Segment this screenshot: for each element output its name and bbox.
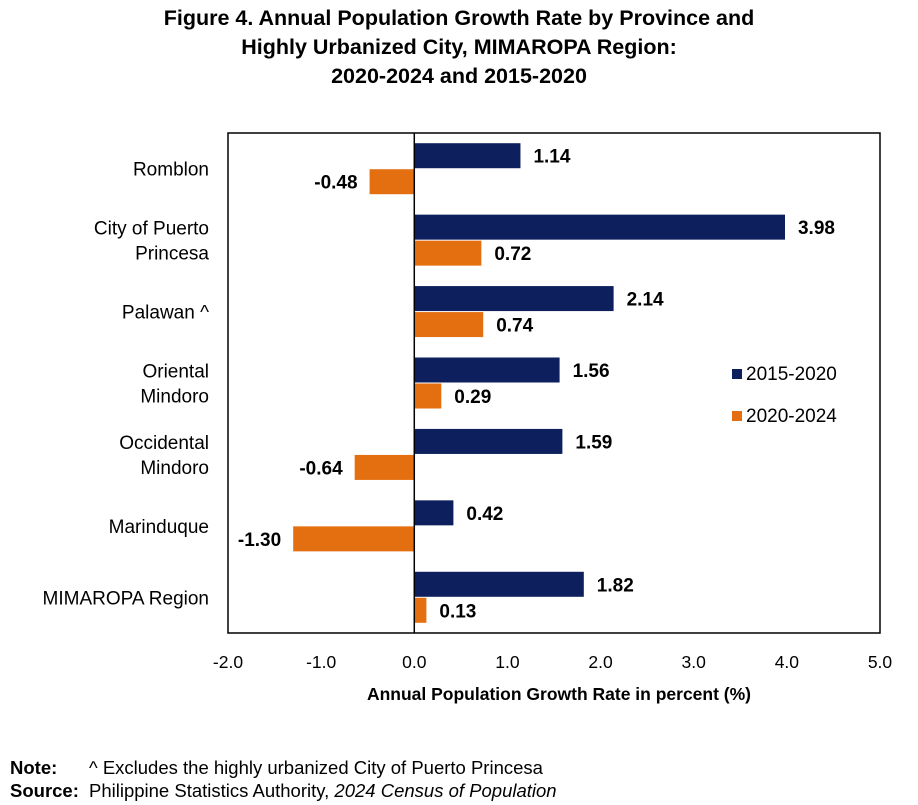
data-label-2020-2024-6: 0.13 — [439, 601, 476, 622]
data-label-2015-2020-5: 0.42 — [466, 504, 503, 525]
chart-title-line-3: 2020-2024 and 2015-2020 — [331, 64, 587, 88]
legend-swatch-2020-2024 — [732, 411, 742, 421]
data-label-2015-2020-3: 1.56 — [573, 361, 610, 382]
data-label-2015-2020-1: 3.98 — [798, 218, 835, 239]
bar-2020-2024-0 — [369, 169, 415, 195]
data-label-2020-2024-1: 0.72 — [494, 244, 531, 265]
category-label-4-0: Occidental — [119, 433, 209, 454]
bar-2020-2024-3 — [414, 383, 442, 409]
category-label-6-0: MIMAROPA Region — [43, 588, 209, 609]
chart-title-line-1: Figure 4. Annual Population Growth Rate … — [163, 6, 755, 30]
bar-2020-2024-1 — [414, 240, 482, 266]
category-label-3-0: Oriental — [142, 362, 209, 383]
category-label-5-0: Marinduque — [109, 517, 209, 538]
x-tick-label-4: 2.0 — [588, 652, 613, 672]
data-label-2020-2024-4: -0.64 — [299, 458, 343, 479]
source-row: Source: Philippine Statistics Authority, … — [10, 779, 557, 802]
category-label-2-0: Palawan ^ — [122, 303, 209, 324]
x-tick-label-6: 4.0 — [775, 652, 800, 672]
chart-notes: Note: ^ Excludes the highly urbanized Cit… — [10, 756, 557, 802]
note-row: Note: ^ Excludes the highly urbanized Cit… — [10, 756, 557, 779]
bar-2015-2020-2 — [414, 286, 614, 312]
bar-2020-2024-6 — [414, 597, 427, 623]
source-text: Philippine Statistics Authority, — [89, 780, 335, 801]
legend-label-2020-2024: 2020-2024 — [746, 406, 837, 427]
category-label-3-1: Mindoro — [140, 387, 209, 408]
bar-2015-2020-4 — [414, 428, 563, 454]
x-tick-label-5: 3.0 — [682, 652, 707, 672]
data-label-2020-2024-3: 0.29 — [454, 387, 491, 408]
data-label-2015-2020-0: 1.14 — [533, 147, 570, 168]
x-axis-title: Annual Population Growth Rate in percent… — [367, 684, 751, 704]
category-label-4-1: Mindoro — [140, 458, 209, 479]
note-label: Note: — [10, 757, 58, 778]
data-label-2020-2024-0: -0.48 — [314, 173, 357, 194]
bar-2015-2020-3 — [414, 357, 560, 383]
x-tick-label-0: -2.0 — [213, 652, 243, 672]
chart-title: Figure 4. Annual Population Growth Rate … — [0, 4, 918, 91]
bar-chart: 1.14 -0.48 Romblon 3.98 0.72 City of Puerto Pr… — [43, 132, 893, 704]
source-label: Source: — [10, 780, 79, 801]
bar-2020-2024-2 — [414, 312, 484, 338]
plot-area-frame — [227, 132, 881, 634]
legend-swatch-2015-2020 — [732, 369, 742, 379]
data-label-2015-2020-2: 2.14 — [627, 290, 664, 311]
data-label-2015-2020-6: 1.82 — [597, 575, 634, 596]
source-italic-text: 2024 Census of Population — [334, 780, 557, 801]
category-label-0-0: Romblon — [133, 160, 209, 181]
bar-2015-2020-1 — [414, 214, 785, 240]
x-tick-label-7: 5.0 — [868, 652, 893, 672]
category-label-1-0: City of Puerto — [94, 219, 209, 240]
x-tick-label-3: 1.0 — [495, 652, 520, 672]
bar-2015-2020-0 — [414, 143, 521, 169]
chart-title-line-2: Highly Urbanized City, MIMAROPA Region: — [241, 35, 677, 59]
category-label-1-1: Princesa — [135, 244, 209, 265]
data-label-2020-2024-2: 0.74 — [496, 316, 533, 337]
bar-2015-2020-6 — [414, 571, 584, 597]
bar-2020-2024-5 — [293, 526, 415, 552]
x-tick-label-1: -1.0 — [306, 652, 336, 672]
x-tick-label-2: 0.0 — [402, 652, 427, 672]
legend-label-2015-2020: 2015-2020 — [746, 364, 837, 385]
bar-2015-2020-5 — [414, 500, 454, 526]
data-label-2015-2020-4: 1.59 — [575, 432, 612, 453]
bar-2020-2024-4 — [354, 454, 415, 480]
data-label-2020-2024-5: -1.30 — [238, 530, 281, 551]
note-text: ^ Excludes the highly urbanized City of … — [89, 757, 543, 778]
